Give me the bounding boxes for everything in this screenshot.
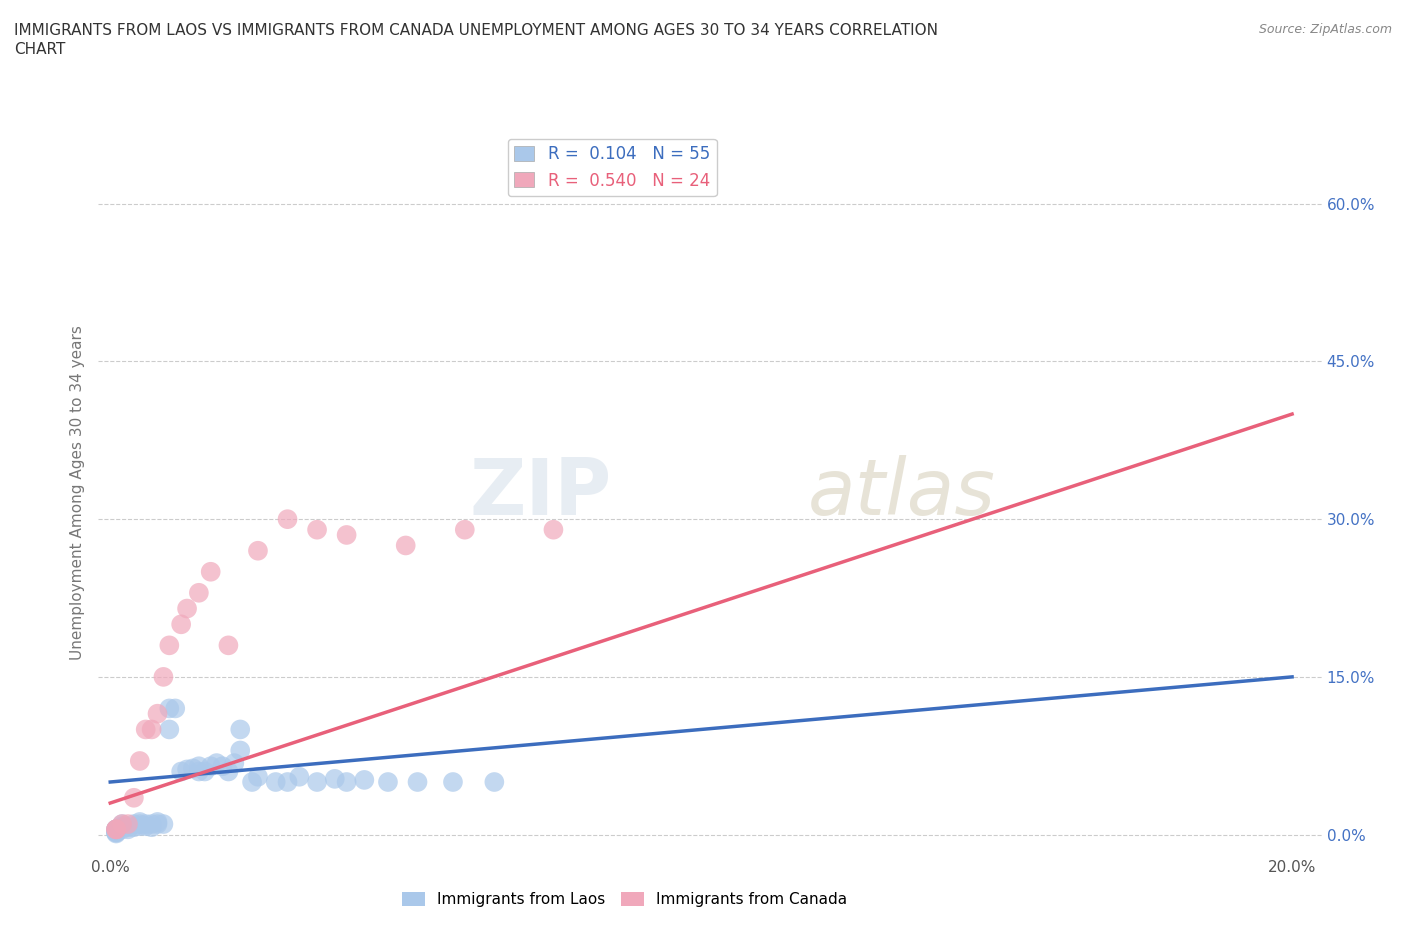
Point — [157, 701, 180, 716]
Point — [141, 819, 163, 834]
Point — [323, 771, 346, 786]
Point — [165, 701, 187, 716]
Point — [152, 817, 174, 831]
Point — [181, 761, 204, 776]
Point — [353, 773, 375, 788]
Point — [205, 756, 228, 771]
Point — [105, 822, 128, 837]
Point — [128, 818, 150, 833]
Point — [105, 822, 128, 837]
Point — [117, 817, 139, 831]
Point — [307, 775, 329, 790]
Point — [111, 819, 134, 834]
Legend: Immigrants from Laos, Immigrants from Canada: Immigrants from Laos, Immigrants from Ca… — [396, 886, 853, 913]
Point — [395, 538, 418, 553]
Point — [276, 775, 298, 790]
Point — [122, 819, 145, 834]
Point — [246, 543, 269, 558]
Point — [135, 817, 157, 831]
Point — [105, 822, 128, 837]
Point — [377, 775, 399, 790]
Point — [484, 775, 506, 790]
Point — [105, 826, 128, 841]
Point — [229, 722, 252, 737]
Point — [187, 764, 209, 779]
Text: atlas: atlas — [808, 455, 995, 531]
Y-axis label: Unemployment Among Ages 30 to 34 years: Unemployment Among Ages 30 to 34 years — [69, 326, 84, 660]
Point — [264, 775, 287, 790]
Point — [146, 817, 169, 831]
Point — [217, 638, 239, 653]
Point — [200, 759, 222, 774]
Point — [141, 817, 163, 831]
Point — [146, 815, 169, 830]
Point — [111, 822, 134, 837]
Point — [105, 822, 128, 837]
Point — [543, 523, 565, 538]
Point — [217, 764, 239, 779]
Point — [141, 722, 163, 737]
Point — [187, 759, 209, 774]
Point — [170, 617, 193, 631]
Point — [105, 824, 128, 839]
Point — [105, 822, 128, 837]
Point — [246, 769, 269, 784]
Point — [276, 512, 298, 526]
Point — [307, 523, 329, 538]
Point — [105, 824, 128, 839]
Point — [135, 722, 157, 737]
Text: Source: ZipAtlas.com: Source: ZipAtlas.com — [1258, 23, 1392, 36]
Point — [111, 817, 134, 831]
Point — [336, 527, 359, 542]
Point — [187, 585, 209, 600]
Point — [111, 817, 134, 831]
Point — [135, 818, 157, 833]
Point — [157, 722, 180, 737]
Point — [336, 775, 359, 790]
Point — [105, 825, 128, 840]
Point — [117, 819, 139, 834]
Point — [128, 815, 150, 830]
Point — [122, 817, 145, 831]
Point — [117, 822, 139, 837]
Point — [157, 638, 180, 653]
Point — [176, 762, 198, 777]
Point — [224, 756, 246, 771]
Point — [111, 818, 134, 833]
Point — [288, 769, 311, 784]
Point — [194, 764, 217, 779]
Point — [441, 775, 464, 790]
Point — [454, 523, 477, 538]
Point — [105, 825, 128, 840]
Point — [105, 822, 128, 837]
Point — [229, 743, 252, 758]
Point — [240, 775, 263, 790]
Point — [146, 706, 169, 721]
Point — [128, 817, 150, 831]
Point — [211, 759, 233, 774]
Point — [152, 670, 174, 684]
Point — [122, 790, 145, 805]
Point — [128, 753, 150, 768]
Point — [170, 764, 193, 779]
Point — [200, 565, 222, 579]
Point — [176, 601, 198, 616]
Text: CHART: CHART — [14, 42, 66, 57]
Text: IMMIGRANTS FROM LAOS VS IMMIGRANTS FROM CANADA UNEMPLOYMENT AMONG AGES 30 TO 34 : IMMIGRANTS FROM LAOS VS IMMIGRANTS FROM … — [14, 23, 938, 38]
Text: ZIP: ZIP — [470, 455, 612, 531]
Point — [406, 775, 429, 790]
